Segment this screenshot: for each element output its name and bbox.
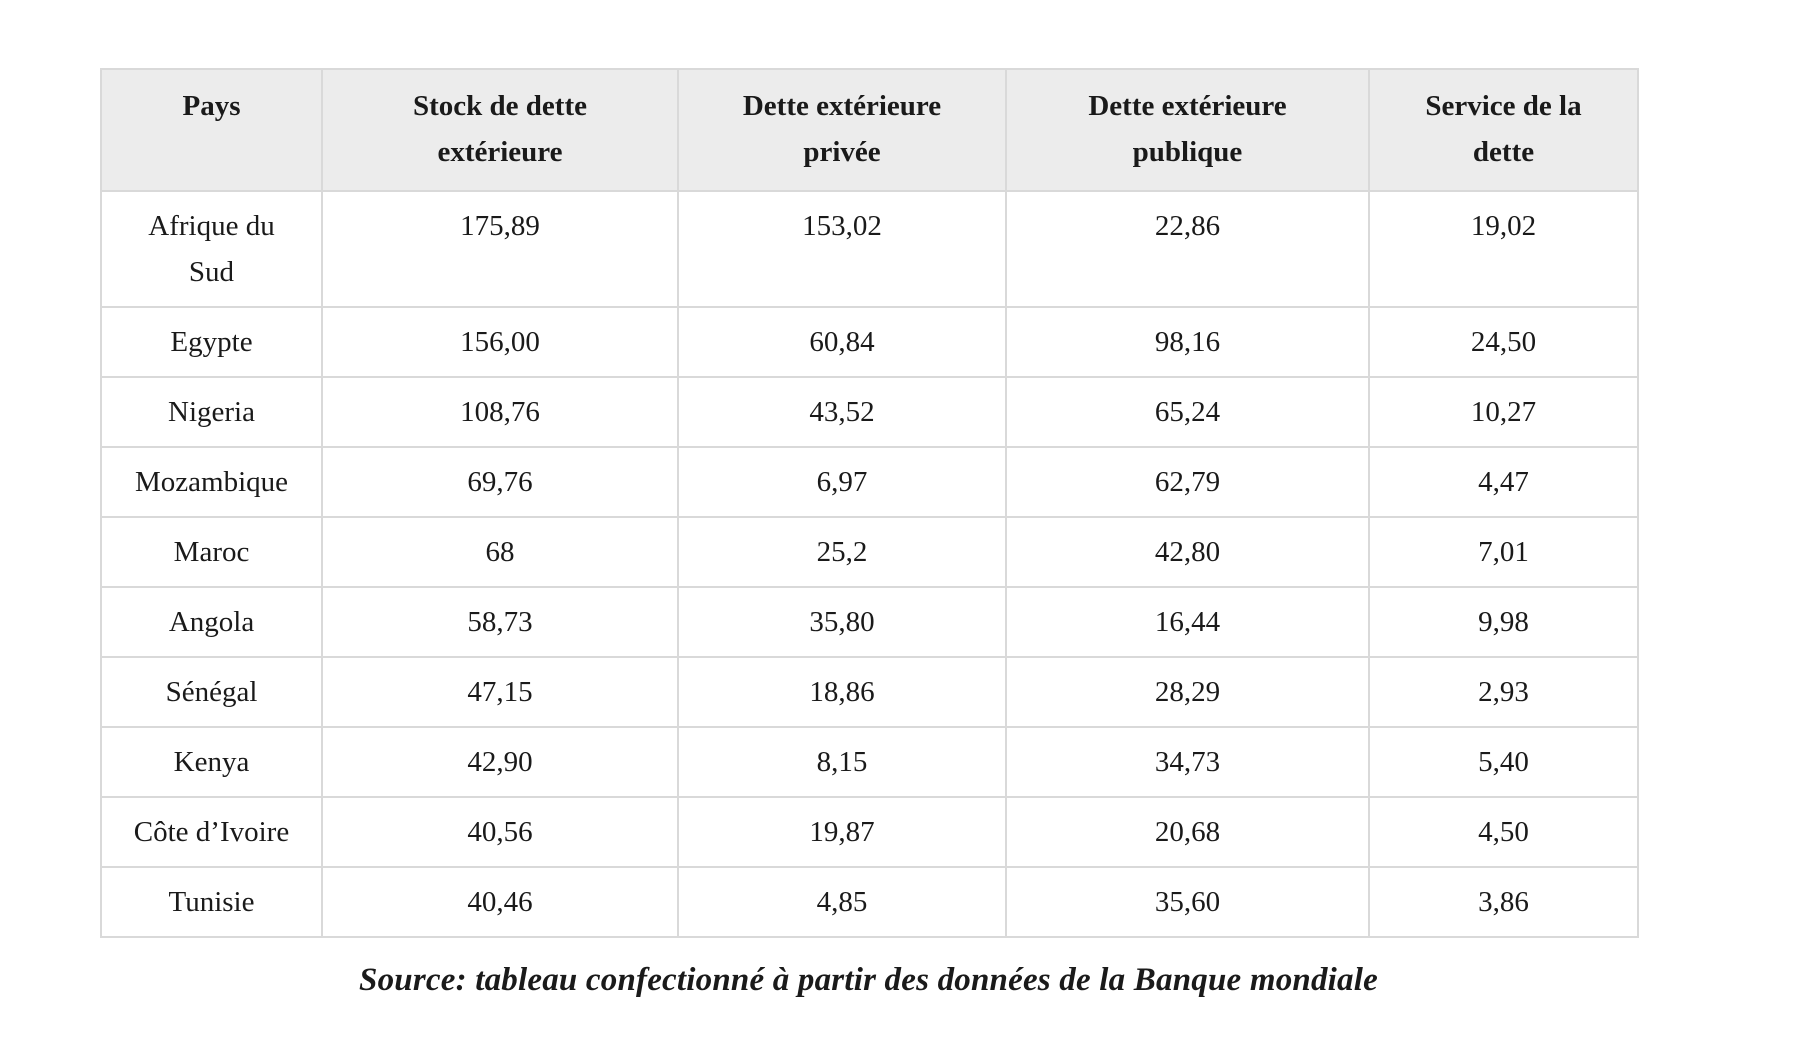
- header-row: Pays Stock de dette extérieure Dette extér…: [100, 68, 1639, 192]
- country-cell: Tunisie: [100, 866, 323, 938]
- value-cell: 2,93: [1368, 656, 1639, 728]
- value-cell: 40,56: [321, 796, 679, 868]
- value-cell: 20,68: [1005, 796, 1370, 868]
- value-cell: 4,85: [677, 866, 1007, 938]
- country-cell: Sénégal: [100, 656, 323, 728]
- value-cell: 43,52: [677, 376, 1007, 448]
- value-cell: 62,79: [1005, 446, 1370, 518]
- value-cell: 4,47: [1368, 446, 1639, 518]
- country-cell: Mozambique: [100, 446, 323, 518]
- value-cell: 22,86: [1005, 190, 1370, 308]
- country-cell: Angola: [100, 586, 323, 658]
- value-cell: 69,76: [321, 446, 679, 518]
- value-cell: 25,2: [677, 516, 1007, 588]
- value-cell: 6,97: [677, 446, 1007, 518]
- debt-table: Pays Stock de dette extérieure Dette extér…: [100, 68, 1639, 938]
- value-cell: 18,86: [677, 656, 1007, 728]
- value-cell: 68: [321, 516, 679, 588]
- value-cell: 28,29: [1005, 656, 1370, 728]
- table-row: Tunisie 40,46 4,85 35,60 3,86: [100, 866, 1639, 938]
- table-row: Afrique du Sud 175,89 153,02 22,86 19,02: [100, 190, 1639, 308]
- table-row: Mozambique 69,76 6,97 62,79 4,47: [100, 446, 1639, 518]
- column-header-2: Stock de dette extérieure: [321, 68, 679, 192]
- country-cell: Egypte: [100, 306, 323, 378]
- table-section: Pays Stock de dette extérieure Dette extér…: [100, 68, 1639, 999]
- value-cell: 19,02: [1368, 190, 1639, 308]
- country-cell: Kenya: [100, 726, 323, 798]
- column-header-4: Dette extérieure publique: [1005, 68, 1370, 192]
- value-cell: 65,24: [1005, 376, 1370, 448]
- table-row: Kenya 42,90 8,15 34,73 5,40: [100, 726, 1639, 798]
- value-cell: 34,73: [1005, 726, 1370, 798]
- value-cell: 42,80: [1005, 516, 1370, 588]
- value-cell: 16,44: [1005, 586, 1370, 658]
- value-cell: 24,50: [1368, 306, 1639, 378]
- value-cell: 98,16: [1005, 306, 1370, 378]
- value-cell: 10,27: [1368, 376, 1639, 448]
- table-row: Angola 58,73 35,80 16,44 9,98: [100, 586, 1639, 658]
- value-cell: 35,60: [1005, 866, 1370, 938]
- source-caption: Source: tableau confectionné à partir de…: [359, 962, 1378, 998]
- value-cell: 47,15: [321, 656, 679, 728]
- value-cell: 5,40: [1368, 726, 1639, 798]
- country-cell: Côte d’Ivoire: [100, 796, 323, 868]
- value-cell: 3,86: [1368, 866, 1639, 938]
- table-row: Côte d’Ivoire 40,56 19,87 20,68 4,50: [100, 796, 1639, 868]
- country-cell: Maroc: [100, 516, 323, 588]
- table-body: Afrique du Sud 175,89 153,02 22,86 19,02 Egyp…: [100, 190, 1639, 938]
- column-header-3: Dette extérieure privée: [677, 68, 1007, 192]
- table-row: Sénégal 47,15 18,86 28,29 2,93: [100, 656, 1639, 728]
- column-header-5: Service de la dette: [1368, 68, 1639, 192]
- table-row: Nigeria 108,76 43,52 65,24 10,27: [100, 376, 1639, 448]
- value-cell: 7,01: [1368, 516, 1639, 588]
- value-cell: 58,73: [321, 586, 679, 658]
- column-header-1: Pays: [100, 68, 323, 192]
- value-cell: 153,02: [677, 190, 1007, 308]
- value-cell: 60,84: [677, 306, 1007, 378]
- value-cell: 42,90: [321, 726, 679, 798]
- value-cell: 4,50: [1368, 796, 1639, 868]
- value-cell: 19,87: [677, 796, 1007, 868]
- table-row: Egypte 156,00 60,84 98,16 24,50: [100, 306, 1639, 378]
- country-cell: Nigeria: [100, 376, 323, 448]
- value-cell: 35,80: [677, 586, 1007, 658]
- country-cell: Afrique du Sud: [100, 190, 323, 308]
- value-cell: 108,76: [321, 376, 679, 448]
- value-cell: 8,15: [677, 726, 1007, 798]
- value-cell: 40,46: [321, 866, 679, 938]
- table-row: Maroc 68 25,2 42,80 7,01: [100, 516, 1639, 588]
- value-cell: 9,98: [1368, 586, 1639, 658]
- value-cell: 175,89: [321, 190, 679, 308]
- value-cell: 156,00: [321, 306, 679, 378]
